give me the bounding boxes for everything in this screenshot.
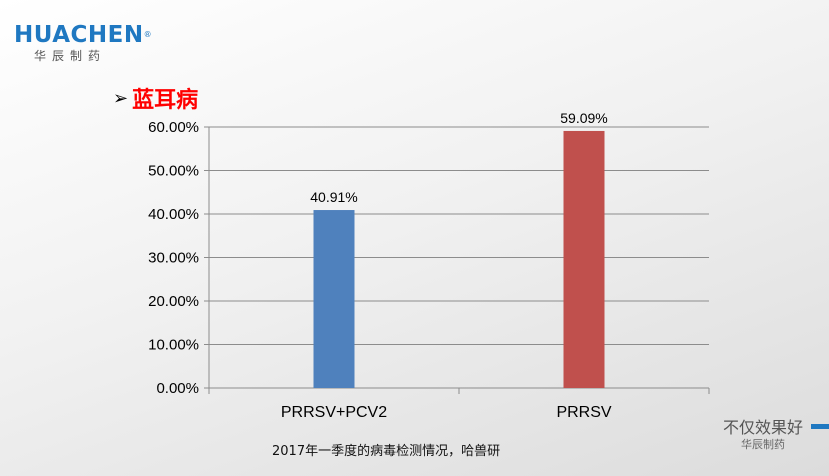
- tagline-sub: 华辰制药: [740, 438, 785, 451]
- company-logo: HUACHEN® 华辰制药: [14, 22, 152, 64]
- logo-wordmark: HUACHEN: [14, 22, 144, 48]
- heading-text: 蓝耳病: [132, 87, 199, 113]
- slide-heading: ➢ 蓝耳病: [113, 82, 198, 114]
- tagline-main: 不仅效果好: [722, 418, 803, 437]
- arrow-bullet-icon: ➢: [113, 87, 129, 109]
- y-tick-label: 50.00%: [148, 163, 199, 180]
- logo-chinese-name: 华辰制药: [34, 49, 107, 63]
- logo-registered-mark: ®: [143, 30, 153, 39]
- y-tick-label: 10.00%: [148, 337, 199, 354]
- data-label: 59.09%: [560, 110, 607, 126]
- bar: [563, 130, 605, 388]
- y-tick-label: 40.00%: [148, 206, 199, 223]
- data-label: 40.91%: [310, 189, 357, 205]
- y-tick-label: 60.00%: [148, 119, 199, 136]
- tagline: 不仅效果好 华辰制药: [723, 418, 803, 452]
- accent-bar: [811, 424, 829, 429]
- y-tick-label: 0.00%: [156, 380, 199, 397]
- y-tick-label: 20.00%: [148, 293, 199, 310]
- x-tick-label: PRRSV+PCV2: [281, 404, 387, 421]
- y-tick-label: 30.00%: [148, 250, 199, 267]
- x-tick-label: PRRSV: [556, 404, 611, 421]
- chart-caption: 2017年一季度的病毒检测情况，哈兽研: [272, 444, 501, 459]
- bar: [313, 210, 355, 388]
